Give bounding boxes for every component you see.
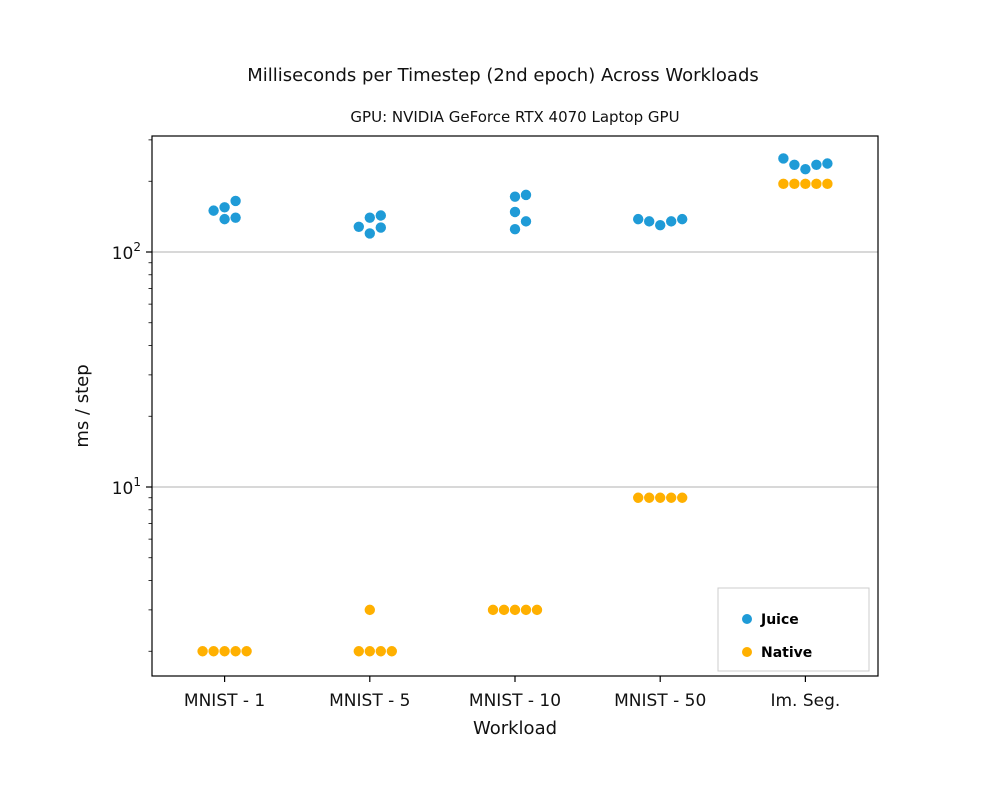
- gridlines: [152, 251, 878, 488]
- data-point-native: [655, 492, 666, 503]
- data-point-juice: [520, 216, 532, 227]
- data-point-juice: [230, 195, 241, 207]
- data-point-juice: [219, 202, 230, 213]
- data-point-native: [778, 178, 789, 190]
- y-axis-label: ms / step: [72, 364, 93, 447]
- data-point-native: [531, 604, 543, 616]
- data-point-juice: [375, 222, 386, 233]
- x-axis-ticks: MNIST - 1 MNIST - 5 MNIST - 10 MNIST - 50 Im…: [184, 676, 840, 711]
- data-point-native: [386, 646, 397, 657]
- data-point-native: [241, 646, 252, 657]
- data-point-juice: [509, 206, 521, 218]
- data-point-juice: [800, 164, 811, 175]
- data-point-juice: [677, 213, 688, 225]
- legend-frame: [717, 587, 870, 672]
- data-point-juice: [364, 212, 375, 223]
- x-tick-label: MNIST - 5: [329, 691, 410, 711]
- data-point-native: [800, 178, 811, 190]
- chart-subtitle: GPU: NVIDIA GeForce RTX 4070 Laptop GPU: [350, 108, 679, 126]
- x-tick-label: MNIST - 1: [184, 691, 265, 711]
- legend-juice-label: Juice: [760, 612, 799, 628]
- data-point-juice: [778, 153, 789, 164]
- data-point-juice: [789, 159, 800, 170]
- data-point-juice: [655, 220, 666, 231]
- data-point-juice: [666, 216, 677, 227]
- data-point-native: [677, 492, 688, 503]
- data-point-native: [509, 604, 521, 616]
- legend: Juice Native: [717, 587, 870, 672]
- data-point-native: [353, 646, 364, 657]
- data-point-native: [219, 646, 230, 657]
- x-tick-label: Im. Seg.: [770, 691, 840, 711]
- data-point-native: [230, 646, 241, 657]
- data-point-juice: [509, 191, 521, 202]
- data-point-juice: [364, 228, 375, 239]
- data-point-native: [811, 178, 822, 190]
- data-point-native: [208, 646, 219, 657]
- data-point-native: [633, 492, 644, 503]
- data-point-native: [487, 604, 499, 616]
- x-tick-label: MNIST - 50: [614, 691, 706, 711]
- data-point-native: [364, 604, 375, 616]
- y-tick-label: 102: [112, 240, 141, 264]
- data-point-juice: [822, 158, 833, 169]
- chart-title: Milliseconds per Timestep (2nd epoch) Ac…: [247, 65, 759, 86]
- data-point-juice: [353, 221, 364, 233]
- data-point-juice: [375, 210, 386, 221]
- x-tick-label: MNIST - 10: [469, 691, 561, 711]
- x-axis-label: Workload: [473, 718, 557, 739]
- data-point-native: [197, 646, 208, 657]
- data-point-native: [364, 646, 375, 657]
- legend-native-marker: [742, 647, 752, 657]
- data-point-juice: [509, 224, 521, 235]
- data-point-juice: [811, 159, 822, 170]
- legend-juice-marker: [742, 614, 752, 624]
- y-tick-label: 101: [112, 475, 141, 499]
- legend-native-label: Native: [761, 645, 812, 661]
- data-point-juice: [520, 189, 532, 201]
- data-point-juice: [644, 216, 655, 227]
- data-point-native: [822, 178, 833, 190]
- data-point-juice: [633, 213, 644, 225]
- data-point-native: [498, 604, 510, 616]
- data-point-native: [520, 604, 532, 616]
- data-point-native: [666, 492, 677, 503]
- y-axis-ticks: 101 102: [112, 240, 152, 499]
- data-point-native: [644, 492, 655, 503]
- data-points: [197, 153, 833, 657]
- data-point-juice: [230, 212, 241, 223]
- data-point-juice: [219, 213, 230, 225]
- data-point-juice: [208, 205, 219, 216]
- data-point-native: [375, 646, 386, 657]
- data-point-native: [789, 178, 800, 190]
